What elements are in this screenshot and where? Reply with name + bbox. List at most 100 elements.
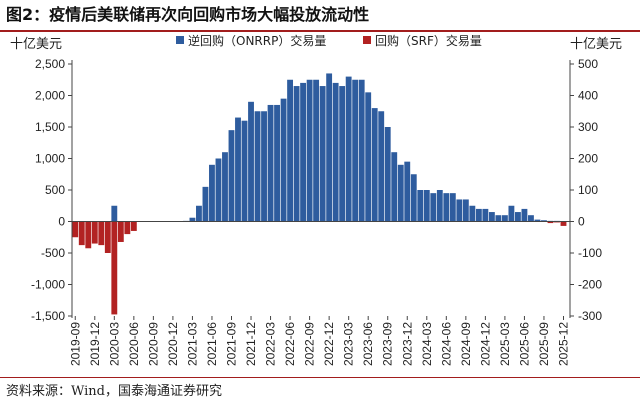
left-tick-label: 500 xyxy=(45,183,65,197)
x-tick-label: 2024-06 xyxy=(439,322,453,366)
onrrp-bar xyxy=(267,104,274,222)
x-tick-label: 2021-09 xyxy=(224,322,238,366)
onrrp-bar xyxy=(261,111,267,222)
x-tick-label: 2022-12 xyxy=(322,322,336,366)
x-tick-label: 2021-12 xyxy=(244,322,258,366)
onrrp-bar xyxy=(365,92,372,222)
x-tick-label: 2021-06 xyxy=(205,322,219,366)
x-tick-label: 2025-09 xyxy=(537,322,551,366)
left-tick-label: 1,000 xyxy=(35,152,65,166)
onrrp-bar xyxy=(391,152,398,222)
srf-bar xyxy=(130,221,137,231)
legend-label-srf: 回购（SRF）交易量 xyxy=(375,33,482,48)
onrrp-bar xyxy=(280,98,287,222)
source-note: 资料来源：Wind，国泰海通证券研究 xyxy=(6,384,222,399)
srf-bar xyxy=(111,221,118,315)
onrrp-bar xyxy=(287,79,294,222)
srf-bar xyxy=(91,221,98,244)
right-tick-label: 200 xyxy=(578,152,598,166)
right-tick-label: 400 xyxy=(578,89,598,103)
right-axis-unit: 十亿美元 xyxy=(570,37,622,52)
legend-swatch-srf xyxy=(363,36,371,44)
x-tick-label: 2021-03 xyxy=(185,322,199,366)
onrrp-bar xyxy=(475,208,482,222)
srf-bar xyxy=(72,221,79,238)
x-tick-label: 2022-09 xyxy=(303,322,317,366)
x-tick-label: 2019-09 xyxy=(68,322,82,366)
onrrp-bar xyxy=(332,82,339,222)
srf-bar xyxy=(560,221,567,226)
onrrp-bar xyxy=(319,86,326,222)
onrrp-bar xyxy=(488,212,495,222)
onrrp-bar xyxy=(248,101,254,222)
x-tick-label: 2019-12 xyxy=(88,322,102,366)
onrrp-bar xyxy=(417,190,424,222)
right-tick-label: 0 xyxy=(578,215,585,229)
title-rule xyxy=(0,30,640,32)
onrrp-bar xyxy=(528,215,534,222)
legend-swatch-onrrp xyxy=(176,36,184,44)
x-tick-label: 2022-03 xyxy=(264,322,278,366)
srf-bar xyxy=(104,221,111,253)
onrrp-bar xyxy=(378,111,385,222)
x-tick-label: 2025-12 xyxy=(556,322,570,366)
left-tick-label: 1,500 xyxy=(35,120,65,134)
onrrp-bar xyxy=(384,127,391,222)
onrrp-bar xyxy=(235,117,241,222)
onrrp-bar xyxy=(254,111,261,222)
left-axis-unit: 十亿美元 xyxy=(10,37,62,52)
right-tick-label: -200 xyxy=(578,278,602,292)
x-tick-label: 2023-12 xyxy=(400,322,414,366)
x-tick-label: 2024-03 xyxy=(420,322,434,366)
srf-bar xyxy=(547,221,554,224)
onrrp-bar xyxy=(397,164,404,222)
onrrp-bar xyxy=(469,205,476,222)
onrrp-bar xyxy=(222,152,228,222)
x-tick-label: 2022-06 xyxy=(283,322,297,366)
x-tick-label: 2020-09 xyxy=(146,322,160,366)
right-tick-label: -100 xyxy=(578,246,602,260)
onrrp-bar xyxy=(430,193,437,222)
x-tick-label: 2020-03 xyxy=(107,322,121,366)
onrrp-bar xyxy=(274,104,280,222)
left-tick-label: 2,000 xyxy=(35,89,65,103)
x-tick-label: 2020-06 xyxy=(127,322,141,366)
onrrp-bar xyxy=(293,86,300,222)
onrrp-bar xyxy=(241,120,248,222)
x-tick-label: 2024-12 xyxy=(478,322,492,366)
onrrp-bar xyxy=(436,190,443,222)
onrrp-bar xyxy=(410,174,417,222)
onrrp-bar xyxy=(345,76,352,222)
right-tick-label: 500 xyxy=(578,57,598,71)
x-tick-label: 2023-03 xyxy=(342,322,356,366)
onrrp-bar xyxy=(313,79,320,222)
left-tick-label: 2,500 xyxy=(35,57,65,71)
right-tick-label: 300 xyxy=(578,120,598,134)
onrrp-bar xyxy=(189,217,196,222)
onrrp-bar xyxy=(482,208,489,222)
x-tick-label: 2024-09 xyxy=(459,322,473,366)
onrrp-bar xyxy=(443,193,450,222)
onrrp-bar xyxy=(508,205,515,222)
x-tick-label: 2020-12 xyxy=(166,322,180,366)
onrrp-bar xyxy=(501,215,508,222)
figure-title: 图2：疫情后美联储再次向回购市场大幅投放流动性 xyxy=(6,5,370,24)
left-tick-label: -1,000 xyxy=(31,278,65,292)
right-tick-label: -300 xyxy=(578,309,602,323)
left-tick-label: -500 xyxy=(41,246,65,260)
onrrp-bar xyxy=(456,199,463,222)
x-tick-label: 2025-06 xyxy=(517,322,531,366)
srf-bar xyxy=(78,221,85,246)
onrrp-bar xyxy=(495,215,502,222)
onrrp-bar xyxy=(462,199,469,222)
onrrp-bar xyxy=(521,208,528,222)
x-tick-label: 2023-09 xyxy=(381,322,395,366)
onrrp-bar xyxy=(404,161,411,222)
srf-bar xyxy=(98,221,105,246)
onrrp-bar xyxy=(111,205,118,222)
onrrp-bar xyxy=(326,73,333,222)
onrrp-bar xyxy=(514,212,521,222)
legend-label-onrrp: 逆回购（ONRRP）交易量 xyxy=(188,33,326,48)
footer-rule xyxy=(0,377,640,378)
